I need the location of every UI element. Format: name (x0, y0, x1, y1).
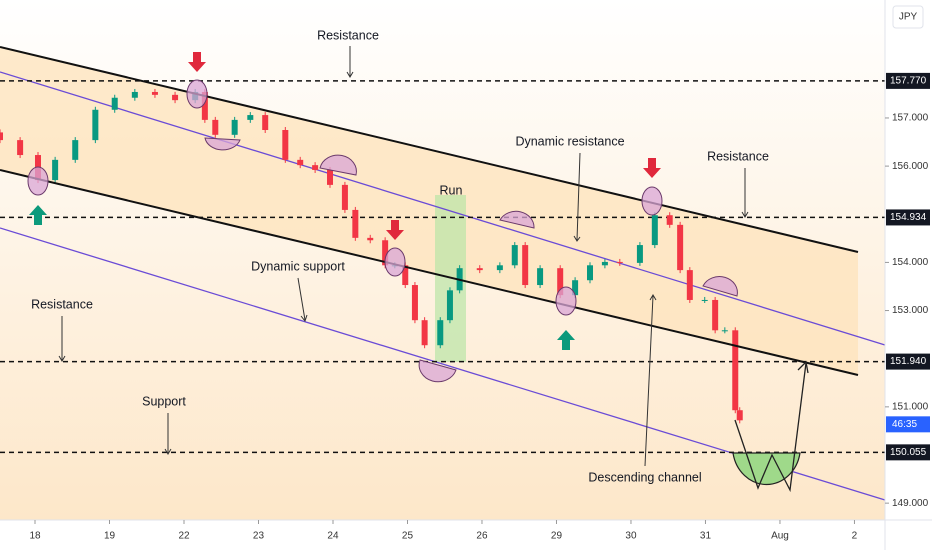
x-tick-label: 18 (29, 531, 41, 542)
candle-body (666, 215, 673, 225)
x-tick-label: 26 (476, 531, 488, 542)
candle-body (367, 237, 374, 241)
candle-body (587, 265, 593, 281)
candle-body (402, 265, 409, 286)
candle-body (262, 115, 269, 130)
channel-mid-line (0, 71, 886, 346)
candles (0, 88, 743, 424)
candle-body (111, 97, 118, 110)
candle-body (651, 215, 658, 246)
currency: JPY (899, 12, 918, 23)
x-tick-label: Aug (771, 531, 789, 542)
y-tick-label: 153.000 (892, 305, 929, 316)
candle-body (92, 109, 99, 141)
candle-body (437, 320, 444, 346)
candle-body (511, 245, 518, 266)
y-tick-label: 154.000 (892, 257, 929, 268)
projection-path (734, 362, 807, 493)
candle-body (557, 268, 564, 296)
candle-body (72, 140, 79, 160)
candle-body (212, 119, 219, 135)
channel-bottom (0, 169, 859, 376)
candle-body (636, 245, 643, 263)
channel-top (0, 46, 859, 253)
annotation: Dynamic resistance (515, 134, 624, 148)
pointer-lines (58, 46, 749, 467)
candle-body (496, 265, 503, 271)
level-box (886, 72, 930, 89)
x-tick-label: 2 (852, 531, 858, 542)
candle-body (172, 94, 179, 101)
candle-body (411, 285, 418, 321)
annotation: Resistance (707, 149, 769, 163)
candle-body (327, 169, 334, 185)
candle-body (616, 261, 623, 263)
candle-body (701, 299, 708, 301)
candle-body (131, 91, 138, 98)
y-tick-label: 151.000 (892, 401, 929, 412)
candle-body (677, 224, 684, 271)
touch-markers (27, 79, 738, 383)
candle-body (572, 280, 579, 296)
x-tick-label: 24 (327, 531, 339, 542)
candle-body (52, 159, 59, 181)
y-tick-label: 149.000 (892, 498, 929, 509)
x-tick-label: 31 (700, 531, 712, 542)
annotation: Descending channel (588, 470, 701, 484)
candle-body (297, 159, 304, 166)
annotation: Run (440, 183, 463, 197)
candle-body (17, 140, 24, 156)
y-tick-label: 156.000 (892, 161, 929, 172)
candle-body (282, 130, 289, 160)
candle-body (601, 261, 608, 266)
candle-body (231, 119, 238, 135)
annotation: Dynamic support (251, 259, 345, 273)
up-arrows (29, 205, 575, 350)
level-box (886, 209, 930, 226)
candle-body (0, 132, 3, 141)
candle-body (352, 209, 359, 238)
x-tick-label: 25 (402, 531, 414, 542)
projection-arrow (797, 360, 809, 374)
level-label: 151.940 (890, 356, 927, 367)
candle-body (712, 299, 719, 331)
candle-body (522, 245, 529, 286)
annotation: Resistance (317, 28, 379, 42)
candle-body (421, 320, 428, 346)
candle-body (446, 290, 453, 321)
x-tick-label: 22 (178, 531, 190, 542)
candle-body (732, 330, 739, 411)
level-box (886, 353, 930, 370)
x-tick-label: 29 (551, 531, 563, 542)
y-tick-label: 157.000 (892, 113, 929, 124)
countdown: 46:35 (892, 419, 917, 430)
candle-body (537, 268, 544, 286)
annotation: Resistance (31, 297, 93, 311)
level-label: 150.055 (890, 447, 927, 458)
candle-body (201, 91, 208, 120)
countdown-box (886, 416, 930, 433)
currency-box[interactable] (892, 5, 924, 29)
candle-body (247, 115, 254, 120)
candle-body (312, 165, 319, 170)
down-arrows (188, 52, 661, 240)
x-tick-label: 23 (253, 531, 265, 542)
x-tick-label: 30 (625, 531, 637, 542)
candle-body (476, 268, 483, 271)
candle-body (686, 270, 693, 300)
candle-body (736, 410, 743, 421)
x-tick-label: 19 (104, 531, 116, 542)
level-box (886, 444, 930, 461)
annotation: Support (142, 394, 186, 408)
level-label: 154.934 (890, 212, 927, 223)
levels (0, 80, 885, 454)
candle-body (151, 91, 158, 95)
candle-body (382, 240, 389, 266)
candle-body (721, 330, 728, 332)
candle-body (341, 184, 348, 210)
level-label: 157.770 (890, 76, 927, 87)
